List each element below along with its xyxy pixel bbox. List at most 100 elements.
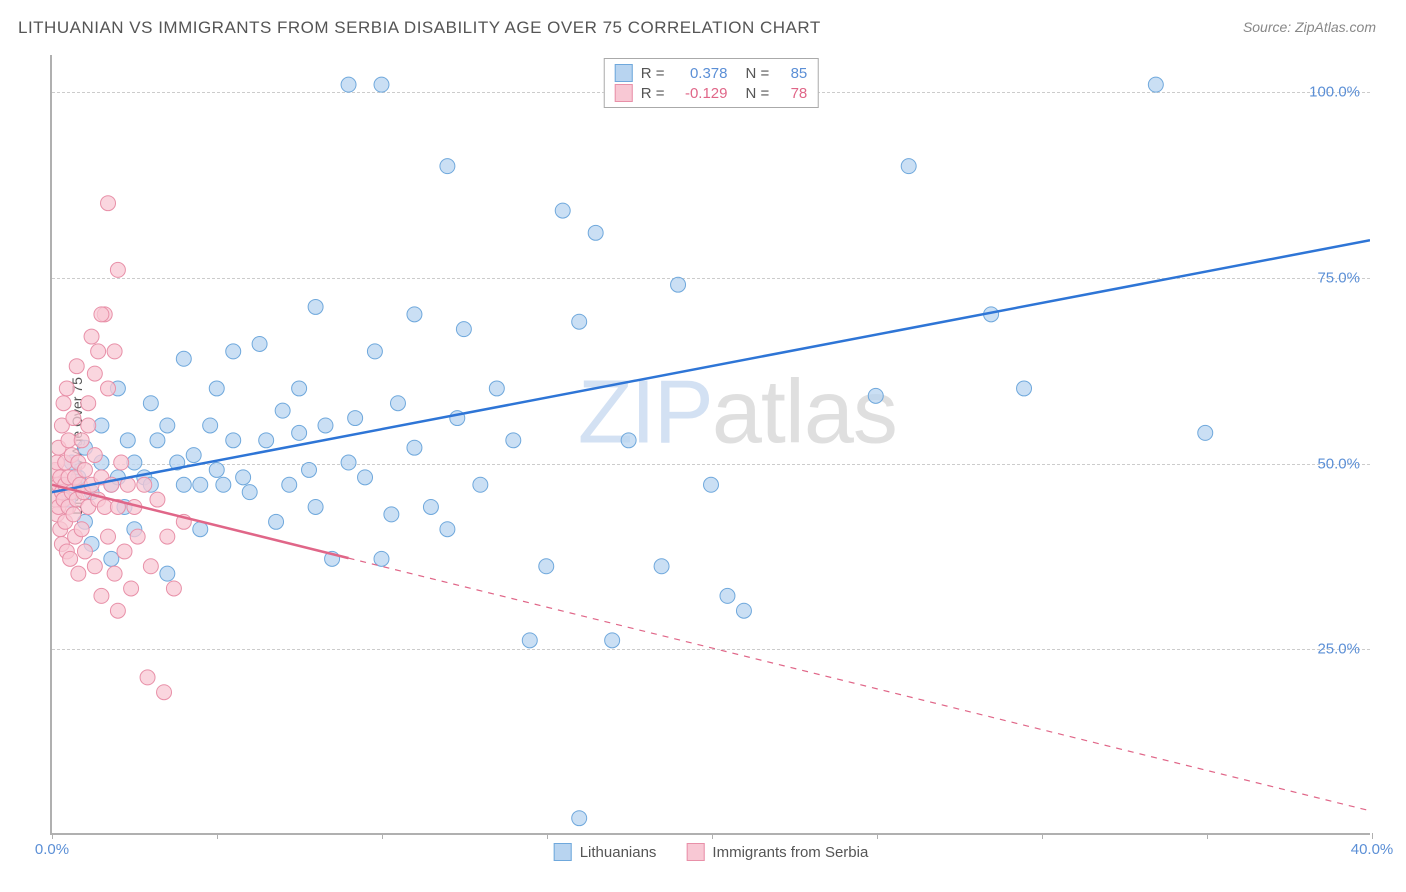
- data-point-serbia: [94, 588, 109, 603]
- data-point-lithuanians: [704, 477, 719, 492]
- data-point-lithuanians: [160, 418, 175, 433]
- data-point-lithuanians: [720, 588, 735, 603]
- data-point-serbia: [84, 477, 99, 492]
- data-point-lithuanians: [450, 411, 465, 426]
- data-point-serbia: [84, 329, 99, 344]
- data-point-lithuanians: [473, 477, 488, 492]
- data-point-serbia: [91, 492, 106, 507]
- data-point-serbia: [114, 455, 129, 470]
- data-point-serbia: [56, 396, 71, 411]
- data-point-lithuanians: [216, 477, 231, 492]
- data-point-lithuanians: [374, 551, 389, 566]
- data-point-serbia: [137, 477, 152, 492]
- data-point-serbia: [97, 500, 112, 515]
- data-point-lithuanians: [203, 418, 218, 433]
- data-point-lithuanians: [440, 522, 455, 537]
- data-point-lithuanians: [555, 203, 570, 218]
- data-point-serbia: [101, 381, 116, 396]
- x-tick: [52, 833, 53, 839]
- data-point-lithuanians: [292, 425, 307, 440]
- data-point-lithuanians: [308, 500, 323, 515]
- data-point-serbia: [124, 581, 139, 596]
- data-point-lithuanians: [61, 492, 76, 507]
- data-point-serbia: [104, 477, 119, 492]
- data-point-lithuanians: [390, 396, 405, 411]
- data-point-lithuanians: [120, 433, 135, 448]
- n-label: N =: [746, 65, 770, 82]
- data-point-serbia: [120, 477, 135, 492]
- data-point-serbia: [59, 544, 74, 559]
- chart-canvas: [52, 55, 1370, 833]
- data-point-serbia: [76, 485, 91, 500]
- data-point-lithuanians: [1148, 77, 1163, 92]
- n-label: N =: [746, 85, 770, 102]
- data-point-lithuanians: [348, 411, 363, 426]
- data-point-lithuanians: [621, 433, 636, 448]
- gridline: [52, 278, 1370, 279]
- r-value: -0.129: [673, 85, 728, 102]
- data-point-lithuanians: [252, 336, 267, 351]
- data-point-serbia: [94, 307, 109, 322]
- data-point-lithuanians: [506, 433, 521, 448]
- legend-stat-row-lithuanians: R =0.378N =85: [615, 63, 808, 83]
- data-point-lithuanians: [275, 403, 290, 418]
- data-point-lithuanians: [84, 485, 99, 500]
- x-tick: [547, 833, 548, 839]
- data-point-lithuanians: [588, 225, 603, 240]
- data-point-lithuanians: [94, 418, 109, 433]
- data-point-lithuanians: [64, 455, 79, 470]
- data-point-serbia: [52, 440, 66, 455]
- data-point-serbia: [176, 514, 191, 529]
- r-value: 0.378: [673, 65, 728, 82]
- data-point-lithuanians: [226, 344, 241, 359]
- data-point-lithuanians: [367, 344, 382, 359]
- data-point-lithuanians: [170, 455, 185, 470]
- data-point-serbia: [61, 500, 76, 515]
- n-value: 85: [777, 65, 807, 82]
- data-point-lithuanians: [605, 633, 620, 648]
- data-point-serbia: [56, 492, 71, 507]
- data-point-serbia: [77, 462, 92, 477]
- data-point-lithuanians: [150, 433, 165, 448]
- data-point-lithuanians: [209, 381, 224, 396]
- chart-title: LITHUANIAN VS IMMIGRANTS FROM SERBIA DIS…: [18, 18, 821, 38]
- data-point-serbia: [160, 529, 175, 544]
- data-point-lithuanians: [176, 351, 191, 366]
- r-label: R =: [641, 85, 665, 102]
- data-point-lithuanians: [302, 462, 317, 477]
- x-tick: [217, 833, 218, 839]
- data-point-lithuanians: [325, 551, 340, 566]
- watermark-atlas: atlas: [712, 362, 897, 462]
- data-point-lithuanians: [127, 455, 142, 470]
- data-point-serbia: [69, 492, 84, 507]
- legend-label: Lithuanians: [580, 844, 657, 861]
- data-point-serbia: [66, 507, 81, 522]
- legend-label: Immigrants from Serbia: [712, 844, 868, 861]
- data-point-lithuanians: [901, 159, 916, 174]
- data-point-lithuanians: [539, 559, 554, 574]
- data-point-lithuanians: [522, 633, 537, 648]
- data-point-lithuanians: [77, 440, 92, 455]
- data-point-serbia: [94, 470, 109, 485]
- data-point-serbia: [58, 514, 73, 529]
- data-point-serbia: [77, 544, 92, 559]
- data-point-lithuanians: [318, 418, 333, 433]
- watermark: ZIPatlas: [578, 361, 897, 464]
- x-tick-label: 0.0%: [35, 841, 69, 858]
- data-point-serbia: [54, 485, 69, 500]
- data-point-serbia: [52, 507, 64, 522]
- data-point-lithuanians: [143, 396, 158, 411]
- data-point-serbia: [54, 418, 69, 433]
- data-point-serbia: [150, 492, 165, 507]
- data-point-lithuanians: [489, 381, 504, 396]
- data-point-lithuanians: [104, 551, 119, 566]
- y-tick-label: 100.0%: [1309, 84, 1360, 101]
- legend-swatch-serbia: [615, 84, 633, 102]
- source-attribution: Source: ZipAtlas.com: [1243, 19, 1376, 37]
- source-name: ZipAtlas.com: [1295, 19, 1376, 35]
- legend-swatch-serbia: [686, 843, 704, 861]
- data-point-serbia: [81, 500, 96, 515]
- data-point-serbia: [110, 500, 125, 515]
- data-point-lithuanians: [209, 462, 224, 477]
- data-point-serbia: [68, 470, 83, 485]
